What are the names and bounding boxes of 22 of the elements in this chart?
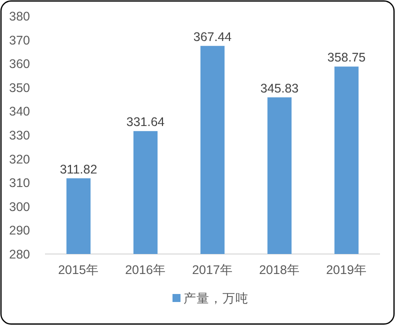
y-tick-label: 290 [9,224,30,238]
y-tick-label: 300 [9,200,30,214]
y-tick-label: 350 [9,80,30,95]
x-tick-label: 2018年 [259,263,300,277]
y-tick-label: 340 [9,104,30,119]
y-tick-label: 380 [9,10,30,24]
legend: 产量，万吨 [172,292,248,306]
y-tick-label: 280 [9,248,30,262]
data-label: 345.83 [260,81,299,96]
data-label: 311.82 [60,162,98,176]
y-tick-label: 310 [9,176,30,190]
y-tick-label: 370 [9,33,30,48]
y-tick-label: 330 [9,128,30,142]
data-label: 331.64 [126,115,165,130]
x-tick-label: 2017年 [192,263,233,277]
data-label: 358.75 [327,50,366,65]
y-tick-label: 360 [9,57,30,72]
x-tick-label: 2015年 [58,263,99,277]
data-label: 367.44 [193,30,232,44]
x-tick-label: 2016年 [125,263,166,277]
y-tick-label: 320 [9,152,30,166]
x-tick-label: 2019年 [326,263,367,277]
